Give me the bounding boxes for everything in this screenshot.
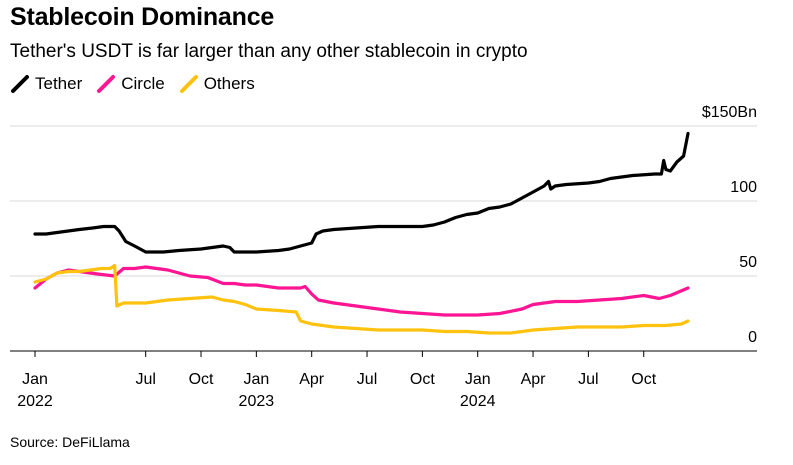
series-line-tether	[33, 131, 690, 254]
chart-legend: Tether Circle Others	[10, 74, 269, 94]
legend-item-tether: Tether	[10, 74, 82, 94]
legend-label-others: Others	[203, 74, 255, 93]
series-line-others	[33, 263, 690, 335]
chart-title: Stablecoin Dominance	[10, 3, 275, 31]
legend-item-circle: Circle	[96, 74, 165, 94]
legend-line-circle	[97, 75, 116, 93]
x-tick-year-0: 2022	[17, 393, 53, 410]
x-tick-label-8: Apr	[521, 371, 547, 388]
grid-lines	[10, 125, 757, 277]
legend-label-circle: Circle	[121, 74, 165, 93]
axes: 0 50 100 $150Bn Jan 2022 Jul Oct Jan 2023 Apr Jul Oc…	[10, 104, 757, 410]
x-tick-label-2: Oct	[189, 371, 214, 388]
legend-item-others: Others	[179, 74, 255, 94]
y-tick-label-100: 100	[730, 179, 757, 196]
x-tick-label-10: Oct	[631, 371, 656, 388]
x-tick-label-3: Jan	[243, 371, 269, 388]
legend-swatch-tether	[11, 75, 29, 93]
y-tick-label-50: 50	[739, 254, 757, 271]
legend-line-tether	[11, 75, 29, 93]
legend-swatch-circle	[97, 75, 116, 93]
x-tick-label-4: Apr	[299, 371, 325, 388]
legend-line-others	[179, 75, 198, 93]
x-tick-year-3: 2023	[239, 393, 275, 410]
x-tick-label-1: Jul	[135, 371, 155, 388]
series-lines	[33, 131, 690, 335]
source-note: Source: DeFiLlama	[10, 434, 130, 450]
x-tick-label-9: Jul	[578, 371, 598, 388]
x-tick-year-7: 2024	[460, 393, 496, 410]
series-line-circle	[33, 265, 690, 317]
x-tick-label-7: Jan	[465, 371, 491, 388]
x-tick-label-0: Jan	[22, 371, 48, 388]
chart-subtitle: Tether's USDT is far larger than any oth…	[10, 41, 528, 62]
x-tick-label-6: Oct	[410, 371, 435, 388]
x-tick-label-5: Jul	[357, 371, 377, 388]
legend-swatch-others	[179, 75, 198, 93]
y-tick-label-0: 0	[748, 329, 757, 346]
legend-label-tether: Tether	[35, 74, 83, 93]
y-tick-label-150: $150Bn	[702, 104, 757, 121]
